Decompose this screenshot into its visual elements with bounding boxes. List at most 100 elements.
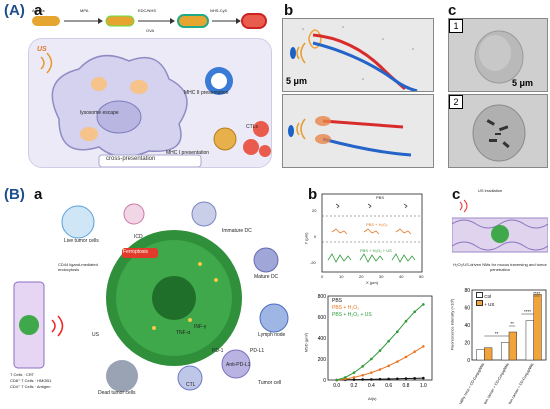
c-caption: H₂O₂/US-driven NMs for mucus traversing … (453, 262, 547, 272)
panel-a-sub-a: a (34, 2, 43, 19)
scale-bar-c: 5 μm (512, 78, 534, 88)
label-cd44: CD44 ligand-mediated endocytosis (58, 262, 98, 272)
msd-xtick-label: 0.2 (351, 383, 358, 389)
msd-xtick-label: 0.6 (385, 383, 392, 389)
panel-a-sub-c: c (448, 2, 457, 19)
bar-ylabel: Fluorescence intensity (×10³) (449, 298, 455, 351)
label-dead-tumor: Dead tumor cells (98, 390, 136, 396)
significance-marker: **** (524, 309, 531, 314)
msd-data-point (361, 365, 364, 368)
fluorescence-bar (525, 320, 534, 361)
msd-data-point (404, 355, 408, 359)
msd-data-point (413, 350, 416, 353)
bar-category-label: Colon cancer + CD-ConjugNMs (506, 362, 535, 404)
label-pd1: PD-1 (212, 348, 224, 354)
bar-ytick-label: 0 (467, 358, 470, 364)
legend-item: CD8⁺ T Cells (10, 378, 34, 383)
traj-xtick: 40 (399, 274, 404, 279)
fluorescence-bar (508, 331, 517, 361)
diagram-legend: T Cells · CRT CD8⁺ T Cells · HMGB1 CD4⁺ … (10, 372, 52, 389)
scale-bar-b: 5 μm (286, 76, 308, 86)
msd-ytick-label: 600 (318, 315, 327, 321)
bar-legend-item: + US (476, 300, 494, 308)
msd-data-point (352, 378, 356, 381)
label-lymph: Lymph node (258, 332, 286, 338)
label-live-tumor: Live tumor cells (64, 238, 99, 244)
msd-data-point (404, 377, 408, 380)
panel-b-sub-c: c (452, 186, 461, 203)
traj-ytick: 0 (314, 234, 317, 239)
traj-ytick: 20 (312, 208, 317, 213)
msd-data-point (387, 339, 390, 343)
msd-legend-item: PBS + H₂O₂ + US (332, 312, 372, 318)
bar-ytick-label: 40 (464, 323, 470, 329)
traj-xtick: 50 (419, 274, 424, 279)
bar-ytick-label: 60 (464, 306, 470, 312)
msd-data-point (413, 310, 416, 314)
traj-xtick: 30 (379, 274, 384, 279)
fluorescence-bar-chart: 0 20 40 60 80 Healthy mice + CD-ConjugNMs Colo… (450, 282, 550, 408)
legend-item: HMGB1 (37, 378, 52, 383)
syn-label-cy5: NHS-Cy5 (210, 8, 227, 13)
msd-data-point (387, 377, 390, 381)
msd-data-point (378, 368, 382, 371)
label-ferroptosis: Ferroptosis (123, 249, 149, 255)
micrograph-c2 (448, 94, 548, 168)
syn-label-aunrs: AuNRs (32, 8, 45, 13)
panel-b-sub-a: a (34, 186, 43, 203)
fluorescence-bar (476, 349, 485, 361)
fluorescence-bar (484, 347, 493, 361)
fluorescence-bar (533, 294, 542, 361)
legend-item: Antigen (36, 384, 51, 389)
bar-category-label: Healthy mice + CD-ConjugNMs (457, 362, 486, 404)
msd-axes-frame (327, 295, 433, 381)
label-ctl: CTL (186, 382, 196, 388)
msd-xtick-label: 0.8 (403, 383, 410, 389)
msd-data-point (361, 373, 364, 377)
msd-ytick-label: 200 (318, 357, 327, 363)
label-us-b: US (92, 332, 99, 338)
traj-xlabel: X (μm) (366, 280, 379, 285)
traj-ytick: -20 (310, 260, 316, 265)
panel-a-label: (A) (4, 2, 25, 19)
msd-data-point (413, 377, 416, 380)
label-tnf: TNF-α (176, 330, 191, 336)
msd-legend-item: PBS (332, 298, 343, 304)
label-pdl1: PD-L1 (250, 348, 265, 354)
bar-legend-label: Ctrl (484, 294, 492, 299)
bar-legend-item: Ctrl (476, 292, 494, 300)
traj-row-pbs: PBS (376, 195, 385, 200)
msd-data-point (361, 378, 364, 381)
msd-data-point (396, 377, 399, 381)
msd-data-point (370, 378, 373, 381)
panel-b-label: (B) (4, 186, 25, 203)
syn-label-mpa: MPA (80, 8, 89, 13)
traj-xtick: 0 (321, 274, 324, 279)
legend-item: T Cells (10, 372, 23, 377)
msd-data-point (422, 303, 425, 306)
label-ifn: INF-γ (194, 324, 207, 330)
traj-xtick: 20 (359, 274, 364, 279)
panel-a-sub-b: b (284, 2, 294, 19)
label-mature-dc: Mature DC (254, 274, 279, 280)
dc-cell-illustration (28, 38, 272, 168)
traj-row-h2o2: PBS + H₂O₂ (366, 222, 388, 227)
us-irradiation-label: US irradiation (478, 188, 503, 193)
msd-legend: PBS PBS + H₂O₂ PBS + H₂O₂ + US (332, 298, 372, 319)
msd-ytick-label: 0 (323, 378, 326, 384)
micrograph-c1 (448, 18, 548, 92)
micrograph-b-bottom (282, 94, 434, 168)
label-icd: ICD (134, 234, 143, 240)
label-anti-pdl1: Anti-PD-L1 (226, 362, 251, 368)
legend-item: CD4⁺ T Cells (10, 384, 34, 389)
msd-xlabel: Δt(s) (368, 396, 377, 401)
msd-chart: 0 200 400 600 800 0.0 0.2 0.4 0.6 0.8 1.0 (304, 292, 440, 404)
msd-data-point (352, 371, 356, 374)
msd-data-point (378, 377, 382, 381)
msd-data-point (422, 345, 425, 348)
bar-category-label: Colon cancer + CD-ConjugNMs (481, 362, 510, 404)
bar-legend-label: + US (484, 302, 495, 307)
panel-b-sub-b: b (308, 186, 318, 203)
msd-data-point (404, 319, 408, 323)
label-immature-dc: Immature DC (222, 228, 252, 234)
